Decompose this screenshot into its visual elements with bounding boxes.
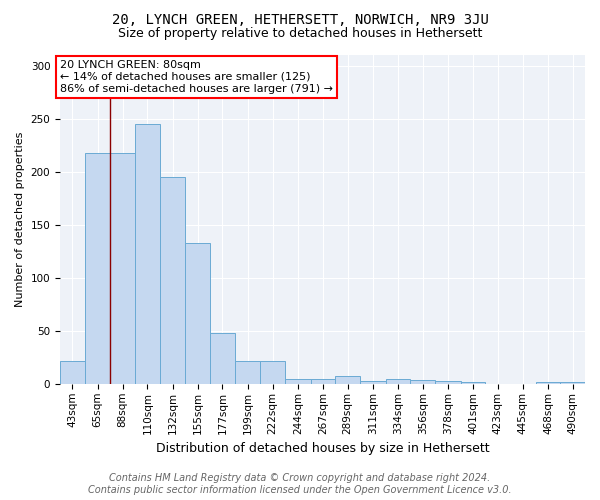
Bar [60,360,85,384]
Bar [335,376,360,384]
Text: Size of property relative to detached houses in Hethersett: Size of property relative to detached ho… [118,28,482,40]
Bar [210,333,235,384]
Bar [85,152,110,384]
Bar [536,382,560,384]
Text: Contains HM Land Registry data © Crown copyright and database right 2024.
Contai: Contains HM Land Registry data © Crown c… [88,474,512,495]
Bar [235,360,260,384]
Bar [461,382,485,384]
Bar [160,177,185,384]
Y-axis label: Number of detached properties: Number of detached properties [15,132,25,307]
Bar [311,378,335,384]
Bar [435,380,461,384]
Bar [185,243,210,384]
Text: 20, LYNCH GREEN, HETHERSETT, NORWICH, NR9 3JU: 20, LYNCH GREEN, HETHERSETT, NORWICH, NR… [112,12,488,26]
Bar [260,360,285,384]
Text: 20 LYNCH GREEN: 80sqm
← 14% of detached houses are smaller (125)
86% of semi-det: 20 LYNCH GREEN: 80sqm ← 14% of detached … [60,60,333,94]
Bar [410,380,435,384]
Bar [560,382,585,384]
Bar [110,152,135,384]
X-axis label: Distribution of detached houses by size in Hethersett: Distribution of detached houses by size … [156,442,490,455]
Bar [135,124,160,384]
Bar [285,378,311,384]
Bar [386,378,410,384]
Bar [360,380,386,384]
